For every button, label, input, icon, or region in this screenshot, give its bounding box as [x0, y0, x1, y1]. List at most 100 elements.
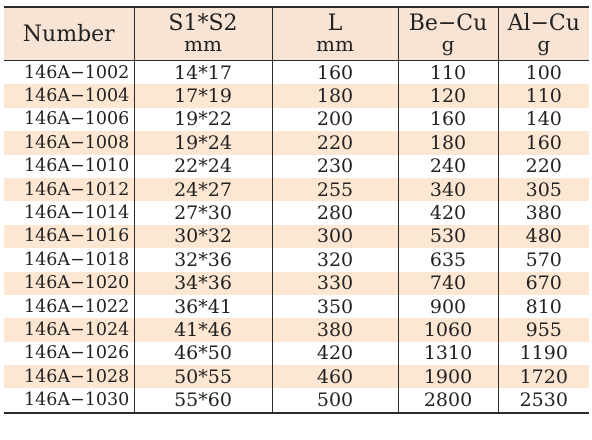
table-row: 146A−1012 24*27 255 340 305: [4, 177, 589, 202]
cell-l: 255: [272, 177, 399, 202]
cell-l: 320: [272, 248, 399, 272]
cell-s1s2: 36*41: [134, 294, 273, 319]
table-row: 146A−1002 14*17 160 110 100: [4, 60, 589, 85]
cell-s1s2: 34*36: [134, 271, 273, 295]
table-row: 146A−1026 46*50 420 1310 1190: [4, 341, 589, 366]
cell-alcu: 305: [498, 177, 589, 202]
header-s1s2-unit: mm: [184, 32, 222, 56]
cell-number: 146A−1018: [4, 248, 135, 272]
cell-alcu: 160: [498, 131, 589, 155]
table-row: 146A−1014 27*30 280 420 380: [4, 201, 589, 225]
table-row: 146A−1006 19*22 200 160 140: [4, 107, 589, 132]
table-row: 146A−1008 19*24 220 180 160: [4, 131, 589, 155]
cell-s1s2: 17*19: [134, 84, 273, 108]
spec-table-container: Number S1*S2 mm L mm Be−Cu g Al−Cu g: [4, 6, 589, 414]
table-row: 146A−1018 32*36 320 635 570: [4, 248, 589, 272]
table-header: Number S1*S2 mm L mm Be−Cu g Al−Cu g: [4, 7, 589, 61]
cell-becu: 160: [398, 107, 499, 132]
cell-l: 200: [272, 107, 399, 132]
table-row: 146A−1024 41*46 380 1060 955: [4, 318, 589, 342]
cell-l: 180: [272, 84, 399, 108]
cell-alcu: 140: [498, 107, 589, 132]
cell-becu: 340: [398, 177, 499, 202]
table-row: 146A−1028 50*55 460 1900 1720: [4, 365, 589, 389]
cell-l: 460: [272, 365, 399, 389]
spec-table: Number S1*S2 mm L mm Be−Cu g Al−Cu g: [4, 6, 589, 414]
cell-becu: 2800: [398, 388, 499, 414]
header-number: Number: [4, 7, 135, 61]
cell-becu: 180: [398, 131, 499, 155]
cell-alcu: 110: [498, 84, 589, 108]
header-becu-unit: g: [441, 32, 455, 56]
cell-alcu: 1190: [498, 341, 589, 366]
header-s1s2: S1*S2 mm: [134, 7, 273, 61]
cell-number: 146A−1010: [4, 154, 135, 178]
table-row: 146A−1030 55*60 500 2800 2530: [4, 388, 589, 414]
cell-alcu: 380: [498, 201, 589, 225]
cell-s1s2: 46*50: [134, 341, 273, 366]
cell-l: 160: [272, 60, 399, 85]
cell-becu: 110: [398, 60, 499, 85]
cell-s1s2: 22*24: [134, 154, 273, 178]
cell-s1s2: 19*22: [134, 107, 273, 132]
header-becu-label: Be−Cu: [408, 11, 488, 36]
table-row: 146A−1016 30*32 300 530 480: [4, 224, 589, 249]
cell-l: 330: [272, 271, 399, 295]
cell-number: 146A−1006: [4, 107, 135, 132]
cell-number: 146A−1028: [4, 365, 135, 389]
cell-number: 146A−1022: [4, 294, 135, 319]
cell-number: 146A−1004: [4, 84, 135, 108]
cell-becu: 1900: [398, 365, 499, 389]
cell-alcu: 570: [498, 248, 589, 272]
header-becu: Be−Cu g: [398, 7, 499, 61]
cell-becu: 240: [398, 154, 499, 178]
cell-s1s2: 50*55: [134, 365, 273, 389]
cell-becu: 120: [398, 84, 499, 108]
cell-s1s2: 41*46: [134, 318, 273, 342]
header-number-label: Number: [22, 21, 115, 47]
cell-number: 146A−1012: [4, 177, 135, 202]
cell-number: 146A−1016: [4, 224, 135, 249]
cell-number: 146A−1020: [4, 271, 135, 295]
table-row: 146A−1020 34*36 330 740 670: [4, 271, 589, 295]
header-row: Number S1*S2 mm L mm Be−Cu g Al−Cu g: [4, 7, 589, 61]
cell-alcu: 810: [498, 294, 589, 319]
cell-l: 380: [272, 318, 399, 342]
header-l: L mm: [272, 7, 399, 61]
cell-l: 300: [272, 224, 399, 249]
cell-s1s2: 14*17: [134, 60, 273, 85]
cell-l: 350: [272, 294, 399, 319]
table-row: 146A−1022 36*41 350 900 810: [4, 294, 589, 319]
cell-becu: 635: [398, 248, 499, 272]
cell-s1s2: 24*27: [134, 177, 273, 202]
cell-alcu: 955: [498, 318, 589, 342]
cell-alcu: 480: [498, 224, 589, 249]
table-body: 146A−1002 14*17 160 110 100 146A−1004 17…: [4, 60, 589, 414]
cell-number: 146A−1026: [4, 341, 135, 366]
cell-s1s2: 19*24: [134, 131, 273, 155]
cell-l: 280: [272, 201, 399, 225]
cell-alcu: 670: [498, 271, 589, 295]
cell-alcu: 220: [498, 154, 589, 178]
cell-l: 220: [272, 131, 399, 155]
cell-l: 500: [272, 388, 399, 414]
cell-number: 146A−1002: [4, 60, 135, 85]
cell-l: 420: [272, 341, 399, 366]
header-alcu: Al−Cu g: [498, 7, 589, 61]
cell-l: 230: [272, 154, 399, 178]
header-alcu-label: Al−Cu: [507, 11, 580, 36]
header-s1s2-label: S1*S2: [168, 11, 238, 36]
cell-number: 146A−1024: [4, 318, 135, 342]
cell-s1s2: 55*60: [134, 388, 273, 414]
header-l-unit: mm: [316, 32, 354, 56]
cell-number: 146A−1030: [4, 388, 135, 414]
cell-alcu: 1720: [498, 365, 589, 389]
header-l-label: L: [327, 11, 343, 36]
cell-becu: 420: [398, 201, 499, 225]
cell-number: 146A−1008: [4, 131, 135, 155]
cell-s1s2: 27*30: [134, 201, 273, 225]
table-row: 146A−1010 22*24 230 240 220: [4, 154, 589, 178]
header-alcu-unit: g: [537, 32, 551, 56]
cell-becu: 900: [398, 294, 499, 319]
cell-s1s2: 32*36: [134, 248, 273, 272]
